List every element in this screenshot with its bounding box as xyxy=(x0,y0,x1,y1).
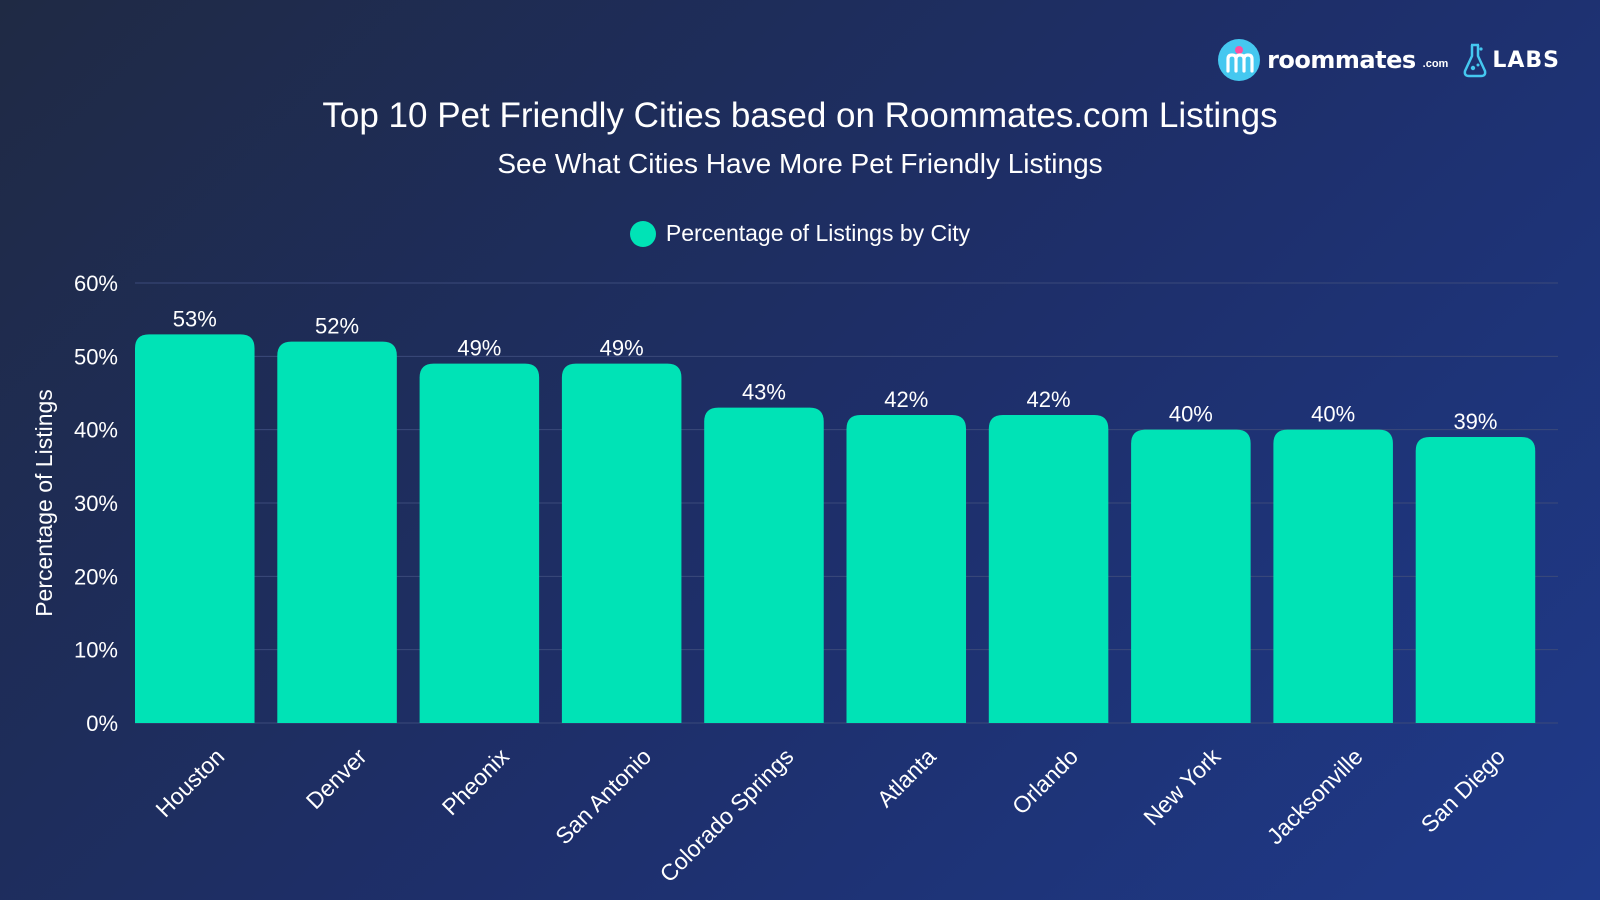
chart-subtitle: See What Cities Have More Pet Friendly L… xyxy=(497,148,1103,179)
bar-san-antonio xyxy=(561,363,682,723)
bar-colorado-springs xyxy=(704,407,824,723)
y-tick-label: 10% xyxy=(74,638,118,663)
bar-atlanta xyxy=(846,415,967,723)
y-axis-title: Percentage of Listings xyxy=(31,389,57,617)
legend-swatch xyxy=(629,220,656,247)
data-label: 49% xyxy=(600,336,644,361)
y-tick-label: 20% xyxy=(74,564,118,589)
x-tick-label: San Antonio xyxy=(550,743,656,849)
x-tick-label: Atlanta xyxy=(872,743,941,812)
legend: Percentage of Listings by City xyxy=(0,220,1600,247)
bar-san-diego xyxy=(1415,437,1536,723)
y-tick-label: 30% xyxy=(74,491,118,516)
x-tick-label: Colorado Springs xyxy=(654,743,798,887)
bar-pheonix xyxy=(419,363,540,723)
x-tick-label: San Diego xyxy=(1416,743,1510,837)
logo: roommates .com LABS xyxy=(1217,38,1560,82)
flask-icon xyxy=(1463,43,1487,78)
bar-denver xyxy=(277,341,397,723)
x-tick-label: Denver xyxy=(301,743,372,814)
bar-new-york xyxy=(1131,429,1251,723)
x-tick-label: Orlando xyxy=(1007,743,1083,819)
bar-jacksonville xyxy=(1273,429,1393,723)
x-tick-label: New York xyxy=(1138,743,1225,830)
x-tick-label: Pheonix xyxy=(437,743,515,821)
y-tick-label: 60% xyxy=(74,271,118,296)
y-tick-label: 0% xyxy=(86,711,118,736)
logo-brand-suffix: .com xyxy=(1422,58,1449,70)
data-label: 49% xyxy=(457,336,501,361)
data-label: 52% xyxy=(315,314,359,339)
data-label: 42% xyxy=(884,387,928,412)
chart-title: Top 10 Pet Friendly Cities based on Room… xyxy=(322,96,1278,135)
labs-logo: LABS xyxy=(1462,41,1560,79)
data-label: 40% xyxy=(1169,402,1213,427)
bar-orlando xyxy=(988,415,1109,723)
y-tick-label: 50% xyxy=(74,344,118,369)
bar-houston xyxy=(135,334,255,723)
data-label: 53% xyxy=(173,306,217,331)
labs-text: LABS xyxy=(1492,47,1560,73)
x-tick-label: Houston xyxy=(150,743,229,822)
data-label: 43% xyxy=(742,380,786,405)
legend-label: Percentage of Listings by City xyxy=(665,220,971,246)
roommates-logo: roommates .com xyxy=(1217,38,1448,82)
roommates-logo-icon xyxy=(1218,39,1261,81)
y-tick-label: 40% xyxy=(74,418,118,443)
logo-brand-text: roommates xyxy=(1267,46,1416,74)
data-label: 42% xyxy=(1027,387,1071,412)
x-tick-label: Jacksonville xyxy=(1262,743,1368,849)
data-label: 40% xyxy=(1311,402,1355,427)
data-label: 39% xyxy=(1453,409,1497,434)
